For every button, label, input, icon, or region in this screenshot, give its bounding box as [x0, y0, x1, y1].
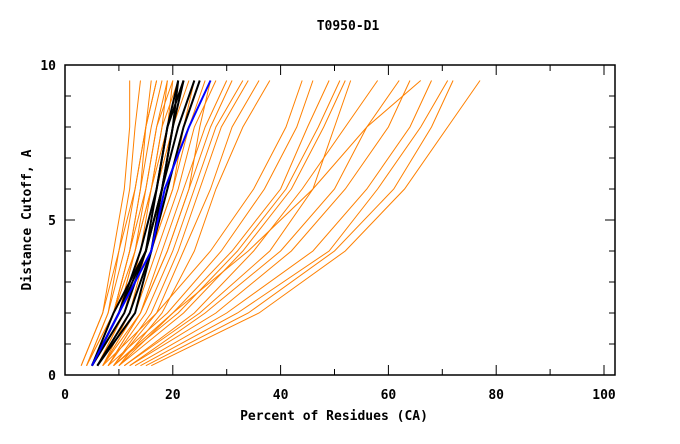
orange-series-26	[102, 80, 303, 367]
orange-series-16	[107, 80, 244, 366]
orange-series-27	[107, 80, 314, 367]
x-tick-label: 0	[61, 388, 69, 403]
x-tick-label: 40	[273, 388, 289, 403]
orange-series-30	[113, 80, 341, 367]
orange-series-9	[96, 80, 190, 366]
orange-series-17	[113, 80, 249, 366]
orange-series-33	[134, 80, 432, 367]
blue-series-0	[91, 80, 212, 367]
orange-series-29	[118, 80, 346, 367]
orange-series-25	[102, 80, 212, 366]
orange-series-39	[118, 80, 422, 367]
black-series-1	[91, 80, 185, 367]
orange-series-18	[113, 80, 260, 367]
orange-series-28	[113, 80, 330, 367]
orange-series-32	[129, 80, 411, 367]
orange-series-15	[107, 80, 233, 366]
orange-series-31	[124, 80, 352, 367]
y-axis-label: Distance Cutoff, A	[20, 149, 35, 290]
black-series-5	[91, 80, 196, 367]
orange-series-35	[145, 80, 454, 367]
black-series-4	[96, 80, 201, 367]
x-tick-label: 100	[592, 388, 616, 403]
x-tick-label: 60	[381, 388, 397, 403]
orange-series-38	[129, 80, 400, 367]
orange-series-36	[151, 80, 481, 367]
orange-series-37	[123, 80, 379, 367]
orange-series-19	[118, 80, 271, 367]
y-tick-label: 0	[48, 369, 56, 384]
x-tick-label: 80	[488, 388, 504, 403]
orange-series-0	[80, 80, 131, 366]
orange-series-1	[80, 80, 141, 366]
x-axis-label: Percent of Residues (CA)	[240, 409, 428, 424]
orange-series-34	[140, 80, 449, 367]
chart-title: T0950-D1	[317, 19, 380, 34]
y-tick-label: 5	[48, 214, 56, 229]
y-tick-label: 10	[40, 59, 56, 74]
x-tick-label: 20	[165, 388, 181, 403]
